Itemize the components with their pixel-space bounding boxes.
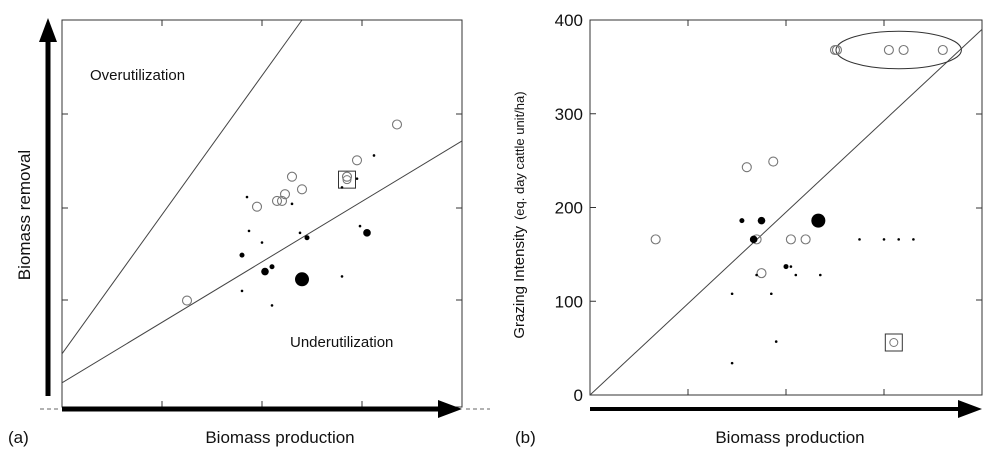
panel-b: 0 100 200 300 400 Grazing Intensity (eq. day … bbox=[511, 11, 983, 447]
panel-b-ytick-label: 100 bbox=[555, 292, 583, 311]
panel-b-x-label: Biomass production bbox=[715, 428, 864, 447]
panel-b-small-dot-point-9 bbox=[774, 340, 778, 343]
panel-b-small-dot-point-8 bbox=[770, 292, 773, 296]
panel-b-open-circle-point-8 bbox=[785, 234, 796, 245]
x-arrowhead bbox=[438, 400, 462, 418]
panel-b-filled-circle-point-0 bbox=[749, 235, 758, 244]
panel-a-open-circle-point-8 bbox=[351, 155, 363, 166]
panel-a-small-dot-point-3 bbox=[355, 177, 359, 180]
panel-a-x-label: Biomass production bbox=[205, 428, 354, 447]
panel-b-small-dot-point-4 bbox=[755, 273, 758, 277]
panel-b-open-circle-point-1 bbox=[831, 44, 843, 56]
panel-a-tag: (a) bbox=[8, 428, 29, 447]
panel-b-frame bbox=[589, 19, 983, 396]
panel-b-open-circle-point-7 bbox=[768, 156, 779, 167]
panel-b-open-circle-point-3 bbox=[898, 44, 909, 56]
panel-b-filled-circle-point-1 bbox=[757, 216, 766, 225]
panel-a-underutilization-line bbox=[61, 140, 463, 384]
panel-a-small-dot-point-2 bbox=[340, 186, 344, 189]
panel-a-small-dot-point-5 bbox=[247, 229, 251, 233]
panel-b-open-circle-point-10 bbox=[800, 234, 811, 245]
panel-b-reference-lines bbox=[589, 29, 983, 396]
panel-b-open-circle-point-9 bbox=[756, 268, 767, 279]
panel-b-small-dot-point-5 bbox=[794, 273, 798, 277]
panel-a-open-circle-point-7 bbox=[341, 171, 353, 182]
panel-b-open-circle-point-0 bbox=[829, 44, 841, 56]
panel-b-points bbox=[650, 44, 948, 365]
panel-a-y-label: Biomass removal bbox=[15, 150, 34, 280]
panel-b-small-dot-point-11 bbox=[789, 265, 793, 268]
y-arrowhead bbox=[39, 18, 57, 42]
panel-a-filled-circle-large-point-0 bbox=[295, 272, 309, 287]
panel-a-open-circle-point-0 bbox=[181, 295, 193, 306]
panel-a-reference-lines bbox=[61, 19, 463, 384]
panel-b-small-dot-point-3 bbox=[912, 238, 915, 241]
panel-b-filled-dot-point-0 bbox=[739, 218, 745, 224]
panel-a-small-dot-point-1 bbox=[290, 202, 294, 206]
panel-a-open-circle-point-4 bbox=[279, 189, 291, 200]
panel-a: Overutilization Underutilization Biomass… bbox=[8, 18, 490, 447]
panel-a-open-circle-point-2 bbox=[271, 195, 283, 206]
panel-b-open-square-point-0-inner bbox=[889, 338, 899, 347]
panel-b-open-circle-point-2 bbox=[883, 44, 894, 56]
panel-a-open-circle-point-9 bbox=[391, 119, 403, 130]
panel-a-small-dot-point-8 bbox=[358, 224, 362, 228]
panel-b-y-unit: (eq. day cattle unit/ha) bbox=[512, 91, 527, 220]
panel-a-open-circle-point-3 bbox=[276, 195, 288, 206]
panel-b-open-square-point-0 bbox=[884, 333, 903, 352]
panel-b-small-dot-point-0 bbox=[858, 238, 861, 241]
panel-b-ytick-label: 400 bbox=[555, 11, 583, 30]
panel-b-open-circle-point-4 bbox=[937, 44, 948, 56]
panel-b-open-circle-point-5 bbox=[650, 234, 661, 245]
panel-b-small-dot-point-6 bbox=[819, 273, 822, 277]
svg-text:Grazing Intensity(eq. day catt: Grazing Intensity (eq. day cattle unit/ha… bbox=[511, 91, 528, 338]
panel-b-ytick-label: 200 bbox=[555, 199, 583, 218]
panel-b-filled-dot-point-1 bbox=[783, 264, 789, 270]
panel-a-open-circle-point-1 bbox=[251, 201, 263, 212]
panel-a-small-dot-point-0 bbox=[245, 195, 249, 199]
panel-a-overutilization-line bbox=[61, 19, 303, 355]
panel-a-open-square-point-0 bbox=[338, 170, 356, 189]
panel-b-small-dot-point-7 bbox=[730, 292, 734, 296]
panel-b-tag: (b) bbox=[515, 428, 536, 447]
panel-a-filled-dot-point-2 bbox=[304, 235, 310, 241]
panel-b-diagonal-line bbox=[589, 29, 983, 396]
panel-b-ytick-label: 300 bbox=[555, 105, 583, 124]
panel-a-small-dot-point-4 bbox=[372, 154, 376, 157]
panel-a-small-dot-point-6 bbox=[260, 241, 264, 244]
panel-a-small-dot-point-7 bbox=[298, 231, 302, 235]
panel-b-ytick-label: 0 bbox=[574, 386, 583, 405]
panel-b-open-circle-point-6 bbox=[741, 162, 752, 173]
panel-b-y-ticks: 0 100 200 300 400 bbox=[555, 11, 596, 405]
panel-a-small-dot-point-9 bbox=[240, 289, 244, 293]
underutilization-label: Underutilization bbox=[290, 334, 393, 351]
panel-a-small-dot-point-11 bbox=[340, 275, 344, 278]
panel-b-small-dot-point-2 bbox=[897, 238, 900, 241]
panel-b-filled-circle-large-point-0 bbox=[811, 213, 826, 228]
panel-a-points bbox=[181, 119, 403, 307]
panel-b-x-arrowhead bbox=[958, 400, 982, 418]
panel-a-open-circle-point-6 bbox=[296, 184, 308, 195]
panel-b-highlight-ellipse bbox=[835, 30, 962, 70]
panel-b-small-dot-point-10 bbox=[730, 361, 734, 365]
panel-a-filled-dot-point-0 bbox=[239, 252, 245, 258]
panel-b-y-label-group: Grazing Intensity (eq. day cattle unit/ha… bbox=[511, 91, 528, 338]
panel-a-ticks bbox=[62, 20, 462, 407]
panel-a-open-circle-point-5 bbox=[286, 171, 298, 182]
panel-a-filled-circle-point-0 bbox=[261, 267, 269, 276]
panel-b-y-label: Grazing Intensity bbox=[511, 226, 528, 339]
panel-a-filled-dot-point-1 bbox=[269, 264, 275, 270]
panel-b-ticks bbox=[687, 20, 982, 395]
panel-a-filled-circle-point-1 bbox=[363, 229, 371, 237]
panel-a-small-dot-point-10 bbox=[270, 304, 274, 307]
overutilization-label: Overutilization bbox=[90, 67, 185, 84]
panel-a-open-square-point-0-inner bbox=[342, 175, 352, 185]
panel-b-small-dot-point-1 bbox=[882, 238, 886, 241]
